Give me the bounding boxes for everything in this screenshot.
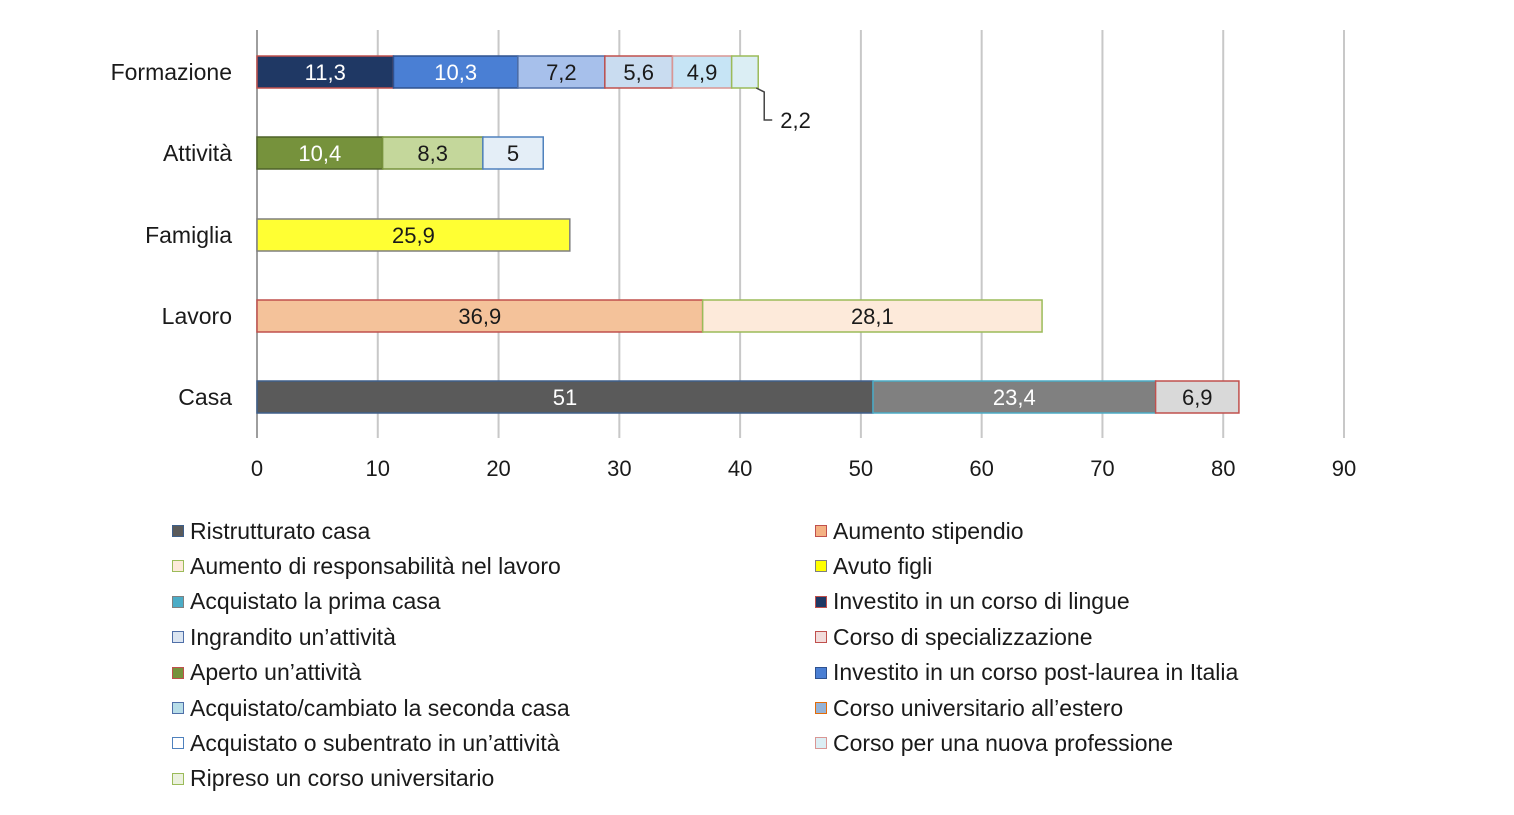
legend-item: Ingrandito un’attività	[172, 620, 396, 654]
legend-label: Acquistato la prima casa	[190, 588, 441, 615]
legend-label: Corso per una nuova professione	[833, 729, 1174, 756]
bar-segment	[872, 380, 1157, 414]
x-tick-label: 90	[1332, 456, 1356, 481]
bar-segment	[482, 136, 544, 170]
data-label: 51	[553, 385, 577, 410]
legend-swatch	[172, 737, 184, 750]
legend-label: Acquistato o subentrato in un’attività	[190, 729, 560, 756]
data-label: 23,4	[993, 385, 1036, 410]
data-label: 5,6	[623, 60, 654, 85]
legend-item: Ristrutturato casa	[172, 514, 370, 548]
data-label: 10,4	[298, 141, 341, 166]
legend-swatch	[172, 560, 184, 573]
category-label: Attività	[163, 140, 232, 166]
x-tick-label: 40	[728, 456, 752, 481]
data-label: 25,9	[392, 223, 435, 248]
x-tick-label: 10	[366, 456, 390, 481]
data-label: 8,3	[417, 141, 448, 166]
legend-swatch	[815, 525, 827, 537]
category-label: Lavoro	[162, 303, 232, 329]
x-tick-label: 30	[607, 456, 631, 481]
legend-swatch	[815, 702, 827, 714]
bar-segment	[517, 55, 606, 89]
callout-leader-line	[755, 87, 773, 121]
data-label: 4,9	[687, 60, 718, 85]
legend-swatch	[172, 772, 184, 785]
legend-swatch	[815, 737, 827, 750]
legend-label: Ingrandito un’attività	[190, 623, 396, 650]
data-label: 36,9	[458, 304, 501, 329]
legend-label: Aperto un’attività	[190, 659, 362, 686]
bar-segment	[730, 55, 759, 89]
bars: 11,3 10,3 7,2 5,6 4,9 2,2 10,4 8,3 5 25,9 36,9 28,1…	[256, 55, 1240, 414]
legend-label: Ristrutturato casa	[190, 517, 371, 544]
category-label: Casa	[178, 384, 232, 410]
legend-swatch	[815, 560, 827, 573]
bar-segment	[1154, 380, 1240, 414]
x-tick-label: 20	[486, 456, 510, 481]
x-tick-label: 60	[969, 456, 993, 481]
x-tick-label: 80	[1211, 456, 1235, 481]
value-axis-ticks: 0 10 20 30 40 50 60 70 80 90	[251, 456, 1356, 481]
legend-label: Aumento stipendio	[833, 517, 1024, 544]
x-tick-label: 0	[251, 456, 263, 481]
bar-segment	[256, 380, 874, 414]
grid-lines	[256, 30, 1345, 438]
legend-swatch	[815, 666, 827, 679]
stacked-bar-chart: 11,3 10,3 7,2 5,6 4,9 2,2 10,4 8,3 5 25,9 36,9 28,1…	[111, 30, 1356, 481]
bar-segment	[604, 55, 674, 89]
legend-label: Ripreso un corso universitario	[190, 765, 495, 792]
category-label: Famiglia	[145, 222, 232, 248]
bar-segment	[256, 136, 384, 170]
legend-swatch	[172, 595, 184, 608]
legend-item: Aperto un’attività	[172, 656, 361, 690]
legend-label: Investito in un corso post-laurea in Ita…	[833, 659, 1239, 686]
legend-label: Acquistato/cambiato la seconda casa	[190, 694, 570, 721]
legend-item: Acquistato la prima casa	[172, 585, 441, 619]
legend-item: Acquistato/cambiato la seconda casa	[172, 691, 570, 725]
legend-item: Investito in un corso di lingue	[815, 585, 1130, 619]
legend-item: Ripreso un corso universitario	[172, 762, 494, 796]
x-tick-label: 70	[1090, 456, 1114, 481]
legend-label: Corso universitario all’estero	[833, 694, 1124, 721]
data-label: 5	[507, 141, 519, 166]
x-tick-label: 50	[849, 456, 873, 481]
legend-item: Corso di specializzazione	[815, 620, 1093, 654]
legend-swatch	[815, 631, 827, 644]
legend-swatch	[172, 525, 184, 537]
bar-segment	[701, 299, 1043, 333]
legend-swatch	[172, 631, 184, 644]
bar-segment	[392, 55, 519, 89]
bar-segment	[671, 55, 733, 89]
bar-segment	[256, 218, 571, 252]
data-label: 7,2	[546, 60, 577, 85]
legend-label: Aumento di responsabilità nel lavoro	[190, 552, 561, 579]
legend-swatch	[815, 595, 827, 608]
legend-swatch	[172, 702, 184, 714]
data-label: 10,3	[434, 60, 477, 85]
bar-segment	[381, 136, 484, 170]
legend-label: Corso di specializzazione	[833, 623, 1093, 650]
bar-segment	[256, 299, 704, 333]
data-label: 6,9	[1182, 385, 1213, 410]
legend-item: Acquistato o subentrato in un’attività	[172, 726, 560, 760]
legend-item: Avuto figli	[815, 549, 932, 583]
data-label: 11,3	[305, 60, 346, 85]
legend-item: Aumento di responsabilità nel lavoro	[172, 549, 561, 583]
category-axis-labels: Formazione Attività Famiglia Lavoro Casa	[111, 59, 233, 410]
legend-item: Corso universitario all’estero	[815, 691, 1123, 725]
legend-item: Corso per una nuova professione	[815, 726, 1173, 760]
data-label: 28,1	[851, 304, 894, 329]
category-label: Formazione	[111, 59, 232, 85]
legend-label: Investito in un corso di lingue	[833, 588, 1130, 615]
data-label: 2,2	[780, 108, 811, 133]
legend-swatch	[172, 666, 184, 679]
legend-item: Aumento stipendio	[815, 514, 1024, 548]
legend: Ristrutturato casa Aumento stipendio Aumen…	[172, 514, 1372, 804]
legend-item: Investito in un corso post-laurea in Ita…	[815, 656, 1238, 690]
legend-label: Avuto figli	[833, 552, 933, 579]
